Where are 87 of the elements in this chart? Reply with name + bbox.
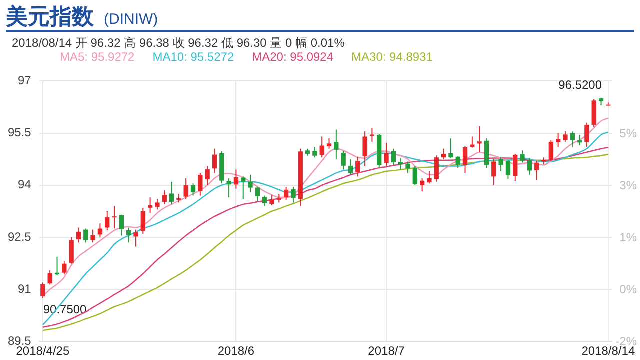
candlestick	[527, 158, 532, 176]
candlestick	[556, 132, 561, 148]
text: MA20: 95.0924	[252, 50, 334, 66]
candlestick	[48, 270, 52, 286]
candlestick	[370, 128, 375, 142]
text: MA5: 95.9272	[60, 50, 135, 66]
candlestick	[198, 172, 203, 196]
candlestick	[262, 195, 268, 207]
candlestick	[570, 131, 575, 148]
candlestick	[420, 178, 425, 192]
candlestick	[270, 194, 274, 206]
candlestick	[520, 150, 525, 164]
y-tick-label: 95.5	[8, 126, 32, 140]
chart-title: 美元指数 (DINIW)	[6, 3, 158, 31]
candlestick	[341, 150, 346, 170]
y-tick-label: 92.5	[8, 230, 32, 244]
candlestick	[148, 197, 153, 214]
candlestick	[76, 227, 82, 244]
text: 0%	[620, 282, 638, 297]
candlestick	[205, 166, 210, 186]
chart-subtitle: 2018/08/14 开 96.32 高 96.38 收 96.32 低 96.30 量 0 幅 0.01%	[11, 35, 346, 50]
candlestick	[212, 148, 218, 174]
candlestick	[326, 138, 332, 150]
text: MA10: 95.5272	[152, 50, 234, 66]
candlestick	[84, 228, 88, 244]
candlestick	[334, 129, 339, 160]
candlestick	[284, 186, 289, 200]
candlestick	[406, 161, 410, 174]
candlestick	[391, 148, 396, 166]
candlestick	[90, 229, 96, 244]
x-tick-label: 2018/6	[218, 344, 255, 358]
candlestick	[112, 206, 117, 230]
candlestick	[234, 169, 239, 190]
text: 1%	[620, 230, 638, 244]
candlestick	[134, 229, 138, 248]
candlestick	[534, 160, 540, 181]
y-tick-label: 94	[18, 178, 32, 192]
candlestick	[126, 227, 132, 244]
candlestick	[226, 178, 232, 198]
candlestick	[62, 260, 67, 276]
candlestick	[448, 138, 454, 159]
candlestick	[498, 157, 504, 172]
candlestick	[548, 140, 554, 162]
candlestick	[606, 102, 611, 106]
candlestick	[140, 207, 146, 234]
candlestick	[162, 190, 167, 205]
candlestick	[384, 142, 389, 167]
annotation: 96.5200	[558, 78, 602, 92]
text: MA30: 94.8931	[352, 50, 433, 66]
candlestick	[291, 186, 296, 204]
candlestick	[462, 146, 468, 174]
candlestick	[105, 210, 110, 231]
candlestick	[398, 158, 404, 170]
y-tick-label: 91	[18, 282, 32, 296]
candlestick	[155, 198, 160, 210]
candlestick	[362, 131, 368, 167]
candlestick	[169, 181, 174, 205]
candlestick	[456, 156, 460, 168]
candlestick	[563, 131, 568, 142]
text: 3%	[620, 178, 638, 192]
candlestick	[427, 170, 432, 184]
candlestick	[470, 136, 475, 148]
candlestick	[184, 178, 188, 200]
candlestick	[441, 148, 446, 160]
text: 5%	[620, 126, 638, 140]
candlestick	[241, 176, 246, 200]
candlestick	[412, 166, 418, 186]
candlestick	[255, 186, 260, 202]
candlestick	[434, 155, 439, 182]
y-tick-label: 97	[18, 74, 32, 88]
candlestick	[584, 122, 590, 148]
candlestick	[477, 126, 482, 153]
candlestick	[98, 223, 103, 238]
candlestick	[356, 156, 360, 178]
candlestick	[69, 236, 74, 264]
candlestick	[312, 146, 318, 158]
x-tick-label: 2018/7	[368, 344, 406, 358]
candlestick	[40, 282, 46, 299]
candlestick	[513, 154, 518, 182]
candlestick	[320, 136, 324, 158]
candlestick	[577, 134, 582, 146]
candlestick	[248, 174, 253, 193]
candlestick	[348, 158, 354, 176]
candlestick	[190, 183, 196, 196]
candlestick	[492, 158, 496, 186]
candlestick	[119, 214, 124, 236]
candlestick	[506, 160, 511, 180]
